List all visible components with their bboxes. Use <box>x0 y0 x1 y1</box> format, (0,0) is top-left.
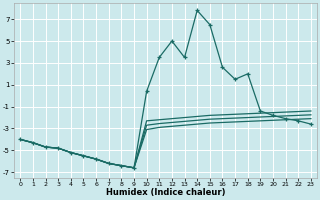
X-axis label: Humidex (Indice chaleur): Humidex (Indice chaleur) <box>106 188 225 197</box>
